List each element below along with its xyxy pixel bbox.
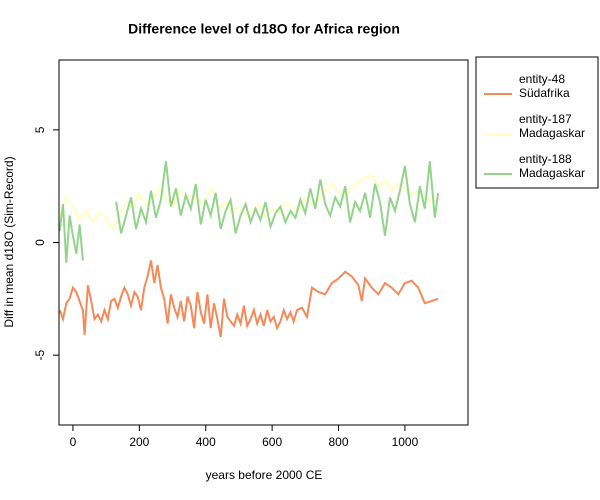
y-axis-label: Diff in mean d18O (Sim-Record): [2, 156, 16, 327]
x-tick-label: 1000: [392, 435, 419, 449]
y-tick-label: -5: [33, 349, 47, 360]
series-line: [58, 260, 439, 338]
legend-label: Madagaskar: [519, 166, 585, 180]
series-line: [115, 161, 440, 236]
legend-label: entity-187: [519, 112, 572, 126]
plot-box: [58, 59, 469, 426]
legend-box: [475, 56, 599, 189]
x-tick-label: 200: [129, 435, 149, 449]
series-line: [58, 204, 84, 263]
y-tick-label: 0: [33, 239, 47, 246]
y-tick-label: 5: [33, 126, 47, 133]
legend-label: entity-188: [519, 152, 572, 166]
x-tick-label: 0: [70, 435, 77, 449]
x-tick-label: 800: [329, 435, 349, 449]
x-tick-label: 600: [262, 435, 282, 449]
x-tick-label: 400: [196, 435, 216, 449]
x-axis-label: years before 2000 CE: [206, 468, 323, 482]
legend-label: Südafrika: [519, 86, 570, 100]
chart-title: Difference level of d18O for Africa regi…: [128, 21, 400, 37]
legend-label: Madagaskar: [519, 126, 585, 140]
legend-label: entity-48: [519, 72, 565, 86]
